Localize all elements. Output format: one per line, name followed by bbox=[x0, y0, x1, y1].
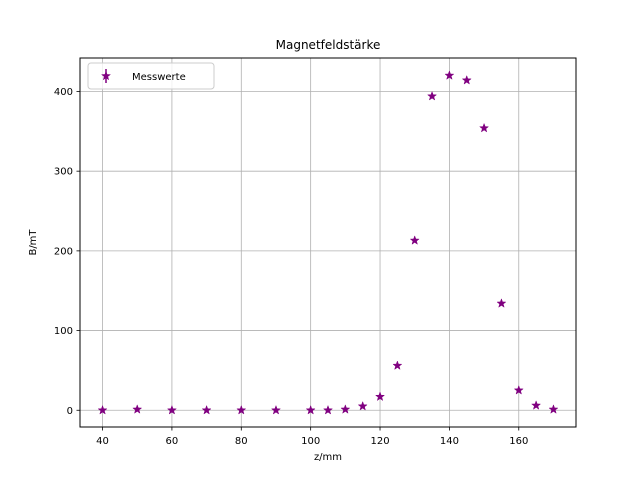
data-point bbox=[409, 235, 420, 245]
data-point bbox=[357, 400, 368, 411]
data-point bbox=[444, 70, 455, 80]
data-point bbox=[340, 404, 351, 414]
x-tick-label: 160 bbox=[509, 436, 528, 447]
data-point bbox=[496, 298, 507, 308]
legend-star-marker bbox=[100, 70, 112, 81]
y-tick-label: 300 bbox=[54, 167, 73, 178]
legend-marker bbox=[100, 69, 112, 83]
legend-entry-label: Messwerte bbox=[132, 72, 186, 83]
x-tick-label: 80 bbox=[235, 436, 248, 447]
x-tick-label: 100 bbox=[301, 436, 320, 447]
x-tick-label: 140 bbox=[440, 436, 459, 447]
x-tick-label: 60 bbox=[166, 436, 179, 447]
data-point bbox=[270, 404, 282, 415]
data-point bbox=[531, 400, 542, 410]
data-point bbox=[236, 404, 247, 415]
data-point bbox=[97, 404, 108, 415]
data-point bbox=[166, 404, 177, 415]
chart-title: Magnetfeldstärke bbox=[276, 38, 381, 52]
data-point bbox=[548, 404, 559, 414]
data-points bbox=[97, 70, 559, 415]
data-point bbox=[305, 404, 316, 415]
data-point bbox=[426, 90, 438, 101]
grid-lines bbox=[80, 58, 576, 427]
x-axis-label: z/mm bbox=[314, 452, 342, 463]
data-point bbox=[201, 404, 212, 415]
legend: Messwerte bbox=[87, 62, 215, 90]
y-tick-label: 200 bbox=[54, 246, 73, 257]
data-point bbox=[461, 74, 472, 85]
y-tick-label: 0 bbox=[67, 406, 73, 417]
legend-box bbox=[87, 62, 215, 90]
data-point bbox=[392, 360, 403, 370]
x-tick-label: 40 bbox=[96, 436, 109, 447]
data-point bbox=[374, 391, 386, 402]
data-point bbox=[322, 404, 334, 415]
axis-ticks: 40 60 80 100 120 140 160 0 100 200 300 400 bbox=[54, 87, 528, 447]
x-tick-label: 120 bbox=[370, 436, 389, 447]
axes-frame bbox=[79, 57, 577, 428]
data-point bbox=[479, 122, 490, 133]
data-point bbox=[513, 385, 524, 395]
y-axis-label: B/mT bbox=[28, 229, 39, 256]
y-tick-label: 400 bbox=[54, 87, 73, 98]
y-tick-label: 100 bbox=[54, 326, 73, 337]
data-point bbox=[132, 404, 143, 414]
